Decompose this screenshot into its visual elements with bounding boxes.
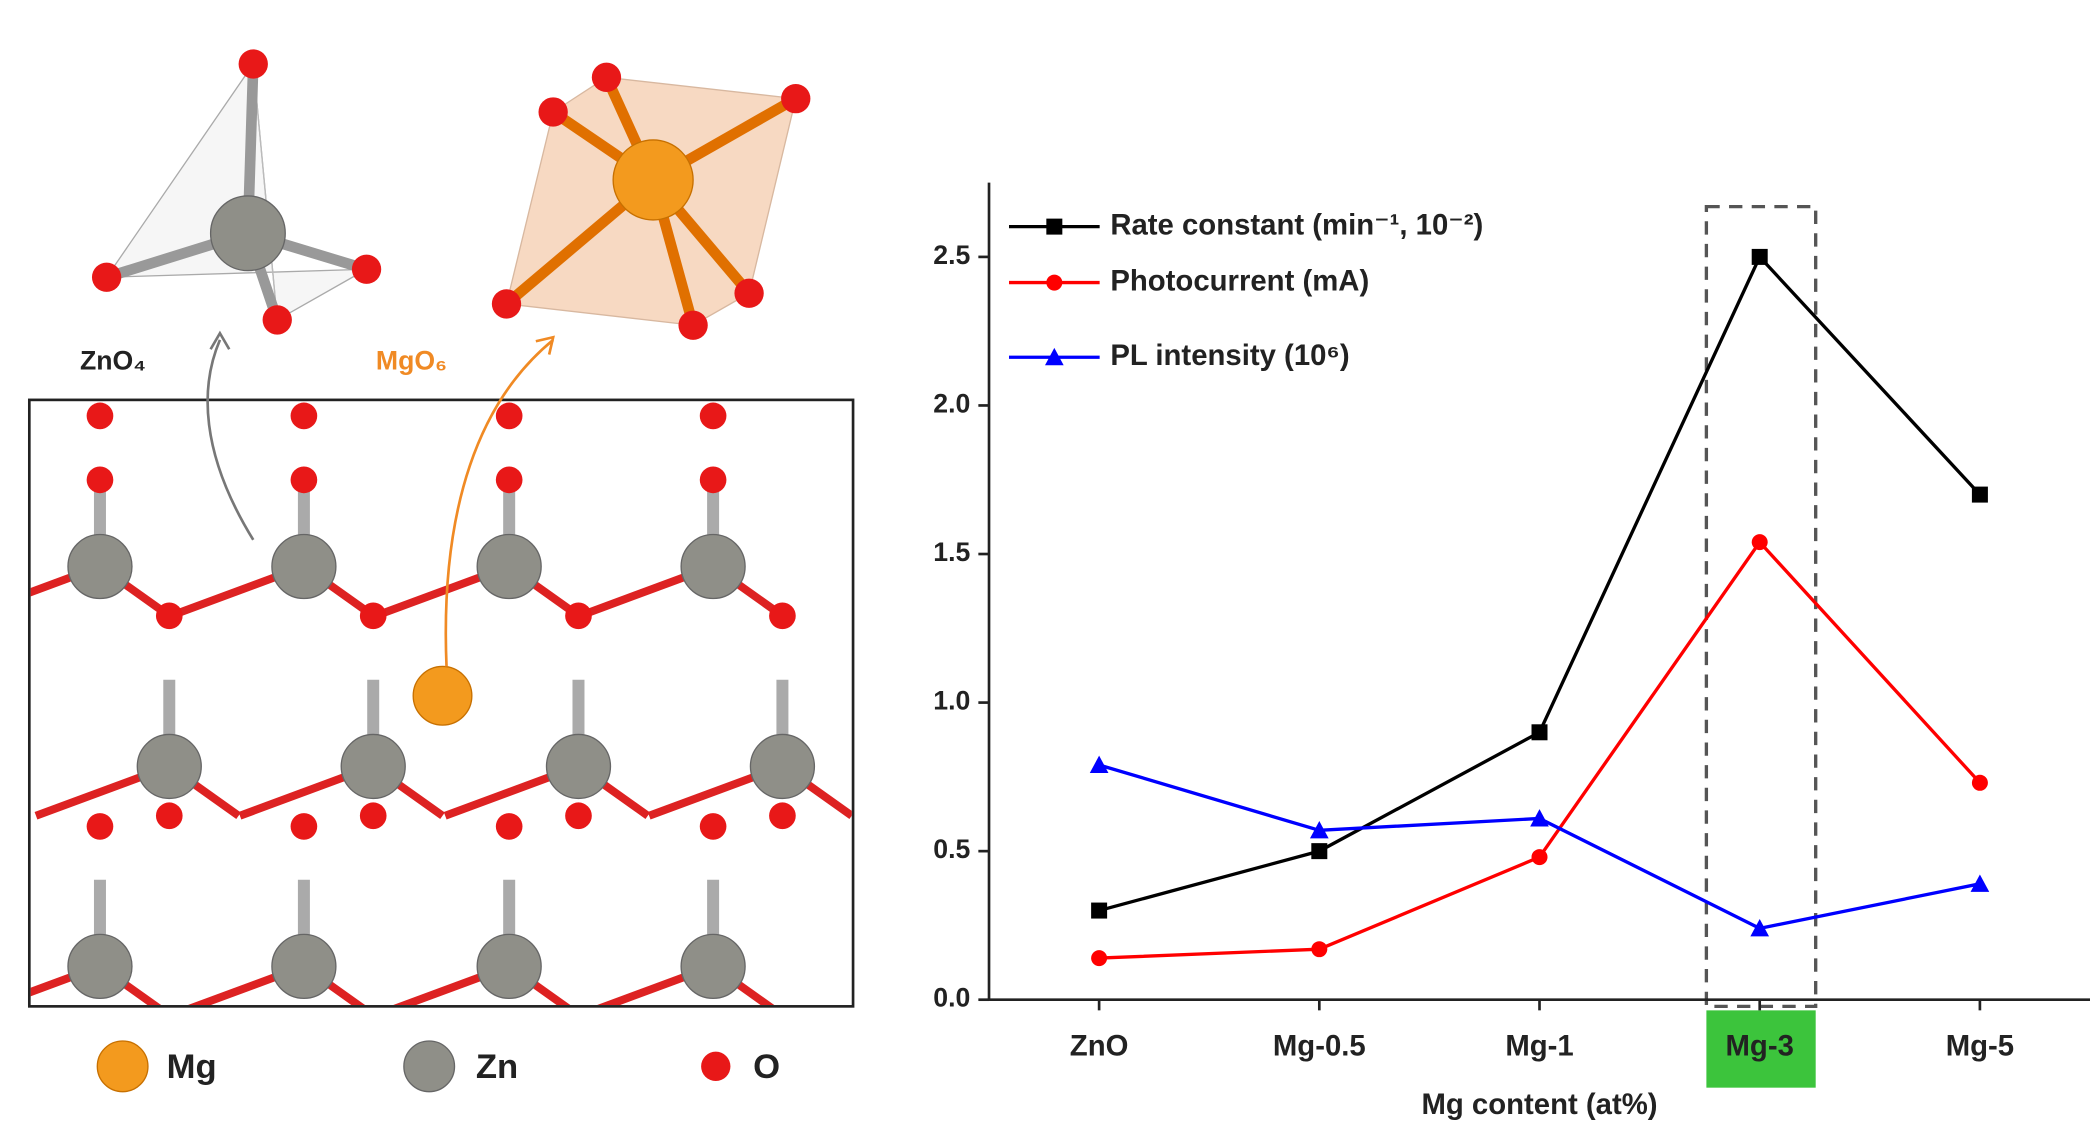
x-tick-label: ZnO [1070, 1029, 1129, 1062]
zn-atom [137, 734, 201, 798]
zn-atom [681, 934, 745, 998]
marker [1752, 534, 1768, 550]
zn-atom [68, 535, 132, 599]
o-atom [734, 279, 763, 308]
o-atom [92, 263, 121, 292]
o-atom [678, 311, 707, 340]
zn-atom [211, 196, 286, 271]
legend-o-icon [701, 1052, 730, 1081]
legend-label: PL intensity (10⁶) [1110, 339, 1349, 372]
zn-atom [272, 934, 336, 998]
y-tick-label: 0.5 [933, 834, 970, 864]
x-tick-label: Mg-5 [1946, 1029, 2014, 1062]
marker [1091, 903, 1107, 919]
o-atom [538, 97, 567, 126]
o-atom [496, 467, 523, 494]
marker [1972, 487, 1988, 503]
o-atom [87, 813, 114, 840]
y-tick-label: 1.0 [933, 686, 970, 716]
o-atom [87, 403, 114, 430]
o-atom [496, 403, 523, 430]
marker [1311, 941, 1327, 957]
figure: ZnO₄ MgO₆ Mg Zn O Mg content (at%) 0.0 0.… [0, 0, 2090, 1135]
x-tick-label: Mg-3 [1726, 1029, 1794, 1062]
o-atom [769, 802, 796, 829]
y-tick-label: 0.0 [933, 983, 970, 1013]
o-atom [496, 813, 523, 840]
o-atom [360, 802, 387, 829]
mgo6-label: MgO₆ [376, 346, 447, 376]
legend-label: Photocurrent (mA) [1110, 264, 1369, 297]
x-axis-label: Mg content (at%) [1421, 1088, 1657, 1121]
o-atom [87, 467, 114, 494]
y-tick-label: 2.5 [933, 240, 970, 270]
o-atom [156, 802, 183, 829]
o-atom [592, 63, 621, 92]
zn-atom [477, 535, 541, 599]
zno4-label: ZnO₄ [80, 346, 146, 376]
marker [1532, 724, 1548, 740]
marker [1752, 249, 1768, 265]
o-atom [263, 305, 292, 334]
o-atom [700, 813, 727, 840]
o-atom [239, 49, 268, 78]
o-atom [781, 84, 810, 113]
zn-atom [68, 934, 132, 998]
legend-zn-icon [404, 1041, 455, 1092]
o-atom [352, 255, 381, 284]
o-atom [492, 289, 521, 318]
legend-label: O [753, 1048, 780, 1086]
o-atom [156, 602, 183, 629]
y-tick-label: 2.0 [933, 389, 970, 419]
marker [1311, 843, 1327, 859]
o-atom [769, 602, 796, 629]
o-atom [700, 403, 727, 430]
y-tick-label: 1.5 [933, 537, 970, 567]
o-atom [565, 602, 592, 629]
zn-atom [750, 734, 814, 798]
marker [1972, 775, 1988, 791]
zn-atom [477, 934, 541, 998]
marker [1091, 950, 1107, 966]
legend-label: Zn [476, 1048, 518, 1086]
zn-atom [546, 734, 610, 798]
marker [1046, 219, 1062, 235]
o-atom [700, 467, 727, 494]
page: {"structure": {"zno4_label": "ZnO₄", "mg… [0, 0, 2090, 1135]
o-atom [565, 802, 592, 829]
legend-label: Rate constant (min⁻¹, 10⁻²) [1110, 208, 1483, 241]
zn-atom [341, 734, 405, 798]
x-tick-label: Mg-0.5 [1273, 1029, 1366, 1062]
x-tick-label: Mg-1 [1505, 1029, 1573, 1062]
zn-atom [681, 535, 745, 599]
legend-label: Mg [167, 1048, 217, 1086]
o-atom [360, 602, 387, 629]
mg-atom [613, 140, 693, 220]
o-atom [291, 467, 318, 494]
o-atom [291, 403, 318, 430]
zn-atom [272, 535, 336, 599]
marker [1532, 849, 1548, 865]
o-atom [291, 813, 318, 840]
legend-mg-icon [97, 1041, 148, 1092]
mg-atom [413, 666, 472, 725]
marker [1046, 275, 1062, 291]
